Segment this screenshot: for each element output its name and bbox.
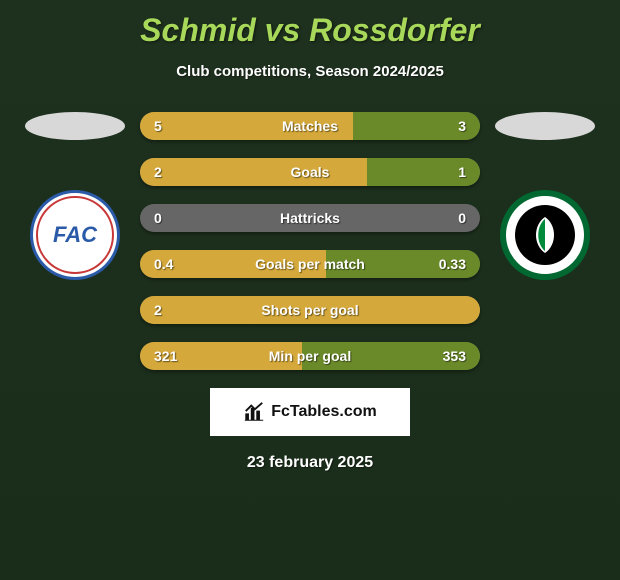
player-right-column [490,112,600,280]
stat-label: Goals [140,158,480,186]
stat-label: Shots per goal [140,296,480,324]
brand-box: FcTables.com [210,388,410,436]
club-badge-right-inner [515,205,575,265]
stat-label: Matches [140,112,480,140]
stat-value-left: 0.4 [154,250,173,278]
club-badge-right [500,190,590,280]
brand-text: FcTables.com [271,403,377,421]
stat-value-left: 2 [154,296,162,324]
stat-label: Goals per match [140,250,480,278]
stat-value-right: 1 [458,158,466,186]
chart-icon [243,401,265,423]
stat-row: Hattricks0 0 [140,204,480,232]
comparison-subtitle: Club competitions, Season 2024/2025 [0,63,620,80]
stat-label: Hattricks [140,204,480,232]
club-badge-right-icon [523,213,567,257]
stat-value-right: 0 [458,204,466,232]
stat-value-left: 321 [154,342,177,370]
club-badge-left-text: FAC [53,222,97,248]
stat-row: Min per goal321 353 [140,342,480,370]
stat-row: Goals2 1 [140,158,480,186]
player-right-photo [495,112,595,140]
stat-value-left: 2 [154,158,162,186]
stat-row: Goals per match0.4 0.33 [140,250,480,278]
stat-label: Min per goal [140,342,480,370]
stat-value-right: 353 [443,342,466,370]
stat-value-left: 0 [154,204,162,232]
stat-value-right: 3 [458,112,466,140]
stat-bars: Matches53Goals21Hattricks00Goals per mat… [140,112,480,370]
stat-value-left: 5 [154,112,162,140]
stat-value-right: 0.33 [439,250,466,278]
player-left-photo [25,112,125,140]
comparison-title: Schmid vs Rossdorfer [0,0,620,49]
stat-row: Matches5 3 [140,112,480,140]
comparison-content: FAC Matches53Goals21Hattricks00Goals per… [0,112,620,370]
club-badge-left: FAC [30,190,120,280]
player-left-column: FAC [20,112,130,280]
date-text: 23 february 2025 [0,454,620,472]
stat-row: Shots per goal2 [140,296,480,324]
